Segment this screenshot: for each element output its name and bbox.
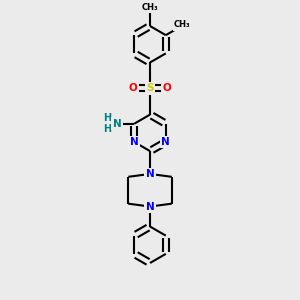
Text: N: N	[146, 169, 154, 179]
Text: O: O	[163, 83, 172, 93]
Text: N: N	[146, 202, 154, 212]
Text: O: O	[128, 83, 137, 93]
Text: S: S	[146, 83, 154, 93]
Text: H: H	[103, 124, 111, 134]
Text: CH₃: CH₃	[174, 20, 190, 29]
Text: N: N	[161, 137, 170, 147]
Text: H: H	[103, 113, 111, 123]
Text: CH₃: CH₃	[142, 3, 158, 12]
Text: N: N	[130, 137, 139, 147]
Text: N: N	[113, 119, 122, 129]
